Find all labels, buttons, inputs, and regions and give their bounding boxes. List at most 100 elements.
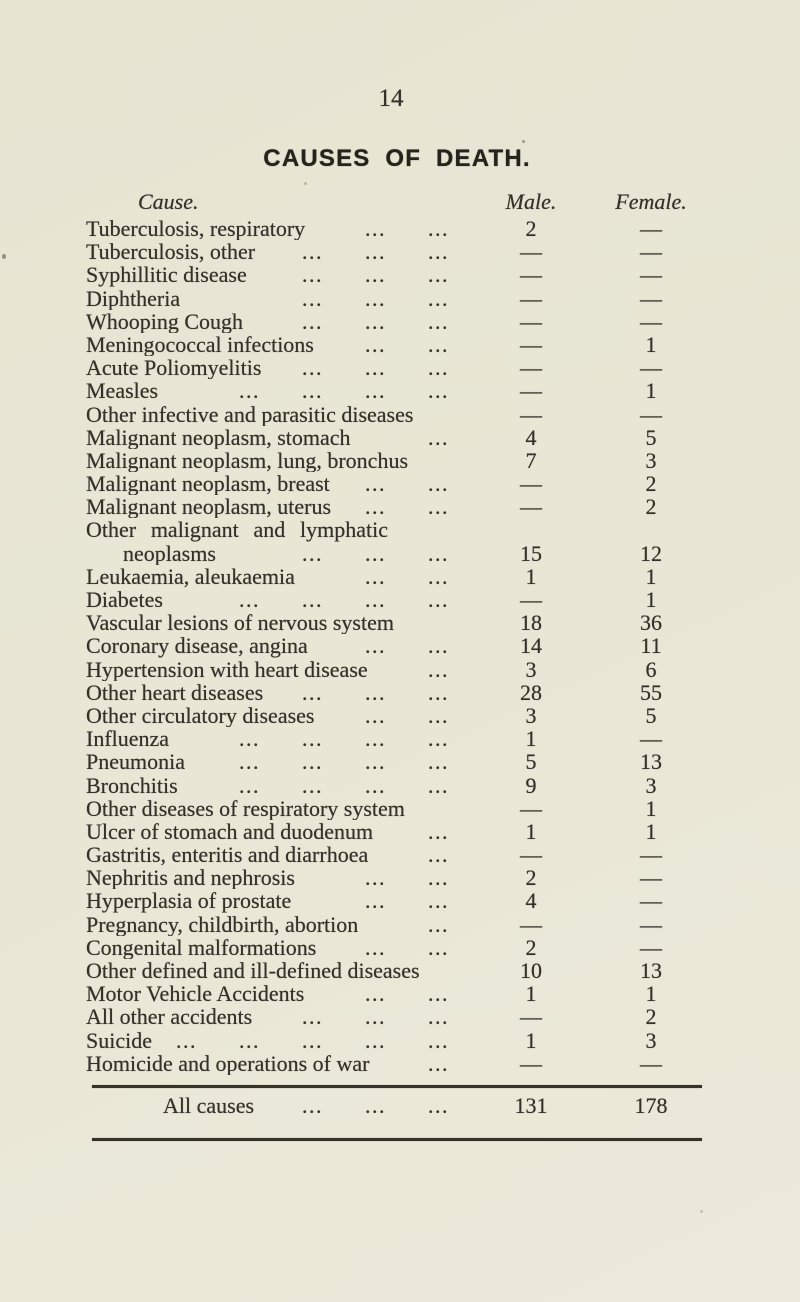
table-row: Other infective and parasitic diseases — — (86, 401, 710, 427)
dot-group: ... (428, 1094, 449, 1118)
male-count: 1 (525, 818, 537, 844)
dot-group: ... (365, 703, 386, 728)
female-count: 13 (640, 958, 662, 983)
dot-group: ... (239, 750, 260, 774)
cause-label: All other accidents (86, 1005, 253, 1029)
cause-label: Leukaemia, aleukaemia (86, 564, 295, 589)
table-row: Nephritis and nephrosis...... 2 — (86, 866, 710, 889)
cause-label: Meningococcal infections (86, 332, 314, 357)
table-row: Suicide............... 1 3 (86, 1027, 710, 1053)
female-count: — (640, 355, 662, 381)
dot-group: ... (428, 263, 449, 287)
cause-label-zone: Gastritis, enteritis and diarrhoea... (86, 843, 470, 866)
cause-label-zone: Malignant neoplasm, lung, bronchus (86, 449, 470, 472)
cause-label-zone: Other malignant and lymphatic (86, 518, 470, 541)
dot-group: ... (302, 1028, 323, 1052)
scan-speck (522, 140, 525, 143)
dot-group: ... (365, 495, 386, 519)
cause-label-zone: Diabetes............ (86, 588, 470, 611)
cause-label-zone: Vascular lesions of nervous system (86, 611, 470, 634)
cause-label: Nephritis and nephrosis (86, 866, 295, 890)
female-count: — (640, 239, 662, 265)
dot-group: ... (428, 750, 449, 774)
table-row: Coronary disease, angina...... 14 11 (86, 634, 710, 657)
dot-leaders: ......... (243, 310, 470, 333)
male-count: — (520, 308, 542, 334)
male-count: 18 (520, 610, 542, 636)
dot-leaders: ...... (308, 634, 470, 657)
table-row: Hypertension with heart disease... 3 6 (86, 657, 710, 681)
male-count: — (520, 355, 542, 381)
dot-group: ... (302, 588, 323, 612)
cause-label-zone: Whooping Cough......... (86, 310, 470, 333)
female-count: — (640, 888, 662, 914)
cause-label: Whooping Cough (86, 309, 244, 333)
cause-label-zone: Malignant neoplasm, uterus...... (86, 495, 470, 518)
male-count: 1 (525, 1027, 537, 1053)
dot-group: ... (428, 866, 449, 890)
dot-leaders: ............ (185, 750, 470, 773)
dot-group: ... (365, 240, 386, 264)
male-count: 5 (525, 749, 537, 775)
cause-label-zone: Coronary disease, angina...... (86, 634, 470, 657)
dot-group: ... (428, 1028, 449, 1052)
table-row: Motor Vehicle Accidents...... 1 1 (86, 982, 710, 1005)
dot-leaders: ...... (295, 565, 470, 588)
male-count: 131 (514, 1093, 548, 1118)
cause-label-zone: Suicide............... (86, 1029, 470, 1052)
female-count: 36 (640, 610, 662, 636)
dot-group: ... (428, 727, 449, 751)
female-count: 1 (645, 981, 657, 1007)
table-row: Homicide and operations of war... — — (86, 1052, 710, 1075)
male-count: 14 (520, 633, 542, 659)
dot-group: ... (365, 263, 386, 287)
cause-label: Malignant neoplasm, breast (86, 472, 330, 496)
cause-label-zone: Motor Vehicle Accidents...... (86, 982, 470, 1005)
male-count: — (520, 401, 542, 427)
female-count: — (640, 308, 662, 334)
cause-label-zone: Other defined and ill-defined diseases (86, 959, 470, 982)
cause-label-zone: Other infective and parasitic diseases (86, 403, 470, 426)
cause-label-zone: Other circulatory diseases...... (86, 704, 470, 727)
cause-label: Measles (86, 379, 159, 403)
dot-group: ... (365, 750, 386, 774)
male-count: 1 (525, 563, 537, 589)
male-count: — (520, 494, 542, 520)
dot-group: ... (302, 286, 323, 310)
dot-group: ... (428, 889, 449, 913)
dot-group: ... (428, 588, 449, 612)
dot-group: ... (428, 982, 449, 1006)
dot-group: ... (428, 1005, 449, 1029)
table-row: Diabetes............ — 1 (86, 588, 710, 611)
dot-group: ... (239, 1028, 260, 1052)
dot-leaders: ...... (304, 982, 470, 1005)
cause-label-zone: Acute Poliomyelitis......... (86, 356, 470, 379)
dot-group: ... (302, 773, 323, 797)
male-count: 1 (525, 726, 537, 752)
male-count: — (520, 239, 542, 265)
male-count: 4 (525, 424, 537, 450)
cause-label-zone: Congenital malformations...... (86, 936, 470, 959)
dot-group: ... (365, 286, 386, 310)
dot-leaders: ...... (291, 889, 470, 912)
table-row: Bronchitis............ 9 3 (86, 773, 710, 797)
table-row: Pneumonia............ 5 13 (86, 750, 710, 773)
cause-label: Gastritis, enteritis and diarrhoea (86, 843, 369, 867)
table-header-row: Cause. Male. Female. (86, 189, 710, 215)
cause-label-zone: Hypertension with heart disease... (86, 658, 470, 681)
female-count: 5 (645, 702, 657, 728)
dot-group: ... (428, 332, 449, 357)
cause-label: Other defined and ill-defined diseases (86, 959, 420, 983)
male-count: — (520, 1004, 542, 1030)
male-count: 7 (525, 447, 537, 473)
cause-label: Malignant neoplasm, uterus (86, 495, 332, 519)
table-row: Malignant neoplasm, breast...... — 2 (86, 472, 710, 495)
table-row: Diphtheria......... — — (86, 286, 710, 310)
column-header-cause: Cause. (138, 189, 199, 214)
cause-label: All causes (163, 1094, 255, 1118)
dot-leaders: ............ (178, 774, 470, 797)
dot-group: ... (302, 680, 323, 704)
cause-label-zone: Malignant neoplasm, breast...... (86, 472, 470, 495)
table-row: Leukaemia, aleukaemia...... 1 1 (86, 565, 710, 588)
dot-group: ... (428, 472, 449, 496)
